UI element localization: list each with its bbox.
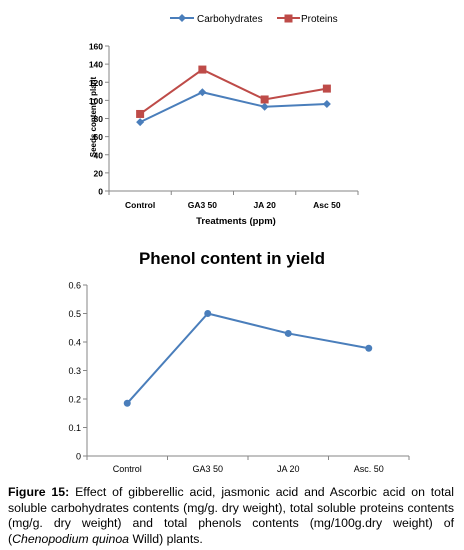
data-point-marker	[365, 344, 373, 352]
data-point-marker	[260, 95, 269, 104]
figure-caption: Figure 15: Effect of gibberellic acid, j…	[8, 485, 454, 547]
chart1-y-axis-label: Seeds content / plant	[89, 76, 98, 157]
chart2-title: Phenol content in yield	[139, 249, 325, 268]
y-tick-label: 0.2	[68, 395, 81, 405]
data-point-marker	[322, 84, 331, 93]
legend-carbohydrates-label: Carbohydrates	[197, 14, 263, 25]
caption-species: Chenopodium quinoa	[12, 531, 130, 546]
y-tick-label: 0	[76, 452, 81, 462]
y-tick-label: 140	[89, 60, 103, 70]
chart1-plot-area	[136, 65, 331, 127]
y-tick-label: 160	[89, 42, 103, 52]
y-tick-label: 120	[89, 78, 103, 88]
x-tick-label: GA3 50	[192, 464, 223, 474]
data-point-marker	[284, 329, 292, 337]
x-tick-label: Asc. 50	[354, 464, 384, 474]
x-tick-label: JA 20	[277, 464, 300, 474]
y-tick-label: 100	[89, 96, 103, 106]
legend-proteins-label: Proteins	[301, 14, 338, 25]
data-point-marker	[322, 100, 331, 108]
caption-label: Figure 15:	[8, 485, 70, 499]
y-tick-label: 0.6	[68, 281, 81, 291]
series-line-carbohydrates	[139, 91, 327, 124]
data-point-marker	[123, 399, 131, 407]
x-tick-label: GA3 50	[188, 200, 218, 210]
data-point-marker	[136, 109, 145, 118]
x-tick-label: Asc 50	[313, 200, 341, 210]
y-tick-label: 60	[94, 132, 104, 142]
data-point-marker	[198, 88, 207, 97]
y-tick-label: 0.5	[68, 309, 81, 319]
x-tick-label: Control	[125, 200, 155, 210]
x-tick-label: Control	[113, 464, 142, 474]
data-point-marker	[260, 102, 269, 111]
caption-text: Effect of gibberellic acid, jasmonic aci…	[8, 485, 455, 546]
series-line-proteins	[139, 68, 328, 115]
data-point-marker	[204, 310, 212, 317]
data-point-marker	[198, 65, 207, 74]
legend-proteins: Proteins	[277, 14, 338, 25]
chart-phenol-content: Phenol content in yield 0 0.1 0.2 0.3 0.4 0.5…	[68, 249, 410, 474]
data-point-marker	[136, 118, 145, 127]
y-tick-label: 40	[94, 150, 104, 160]
y-tick-label: 0.4	[68, 338, 81, 348]
y-tick-label: 0.3	[68, 366, 81, 376]
series-line-phenol	[126, 312, 369, 404]
chart-seeds-content: Carbohydrates Proteins 0 20 40 60 80 100 120 14…	[89, 14, 359, 227]
y-tick-label: 0	[98, 187, 103, 197]
chart2-axes: 0 0.1 0.2 0.3 0.4 0.5 0.6 Control GA3 50 JA 20 Asc…	[68, 281, 410, 474]
y-tick-label: 80	[94, 114, 104, 124]
y-tick-label: 20	[94, 168, 104, 178]
y-tick-label: 0.1	[68, 423, 81, 433]
caption-text-end: Willd) plants.	[129, 531, 203, 546]
chart1-x-axis-label: Treatments (ppm)	[196, 216, 276, 227]
legend-carbohydrates: Carbohydrates	[170, 14, 263, 25]
chart2-plot-area	[123, 310, 373, 407]
chart1-axes: 0 20 40 60 80 100 120 140 160 Control GA3 50 JA 20 A…	[89, 42, 359, 210]
chart1-legend: Carbohydrates Proteins	[170, 14, 338, 25]
x-tick-label: JA 20	[253, 200, 276, 210]
